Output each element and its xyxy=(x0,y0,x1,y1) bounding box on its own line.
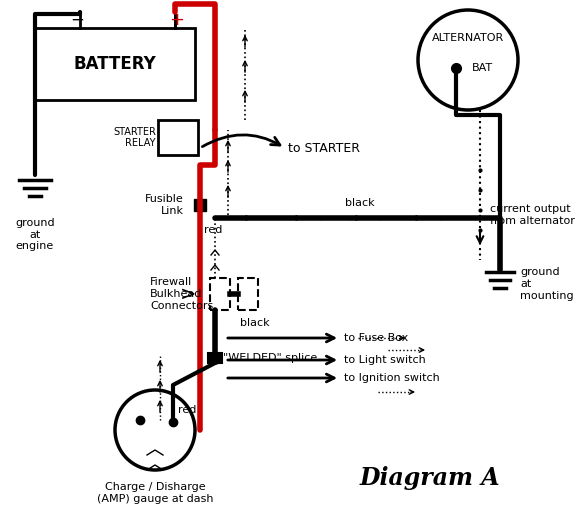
Text: ground
at
mounting: ground at mounting xyxy=(520,267,574,301)
Text: −: − xyxy=(70,11,84,29)
Text: black: black xyxy=(345,198,375,208)
Text: BAT: BAT xyxy=(472,63,493,73)
Circle shape xyxy=(115,390,195,470)
Text: Firewall
Bulkhead
Connectors: Firewall Bulkhead Connectors xyxy=(150,277,213,311)
Text: red: red xyxy=(204,225,222,235)
Text: Charge / Disharge
(AMP) gauge at dash: Charge / Disharge (AMP) gauge at dash xyxy=(97,482,213,503)
Text: to STARTER: to STARTER xyxy=(288,142,360,154)
Text: black: black xyxy=(240,318,270,328)
Text: red: red xyxy=(178,405,196,415)
Text: to Fuse Box: to Fuse Box xyxy=(344,333,408,343)
Text: Fusible
Link: Fusible Link xyxy=(145,194,184,216)
Text: +: + xyxy=(169,11,184,29)
Text: STARTER
RELAY: STARTER RELAY xyxy=(113,127,156,148)
Text: >: > xyxy=(180,285,196,303)
Text: Diagram A: Diagram A xyxy=(359,466,501,490)
Text: current output
from alternator: current output from alternator xyxy=(490,204,575,226)
Bar xyxy=(210,278,230,310)
Bar xyxy=(158,120,198,155)
Text: ground
at
engine: ground at engine xyxy=(15,218,55,251)
Bar xyxy=(35,28,195,100)
Text: BATTERY: BATTERY xyxy=(74,55,156,73)
Text: "WELDED" splice: "WELDED" splice xyxy=(223,353,317,363)
Bar xyxy=(208,353,222,363)
Text: to Ignition switch: to Ignition switch xyxy=(344,373,439,383)
Text: to Light switch: to Light switch xyxy=(344,355,426,365)
Circle shape xyxy=(418,10,518,110)
Bar xyxy=(194,199,206,211)
Text: ALTERNATOR: ALTERNATOR xyxy=(432,33,504,43)
Bar xyxy=(238,278,258,310)
